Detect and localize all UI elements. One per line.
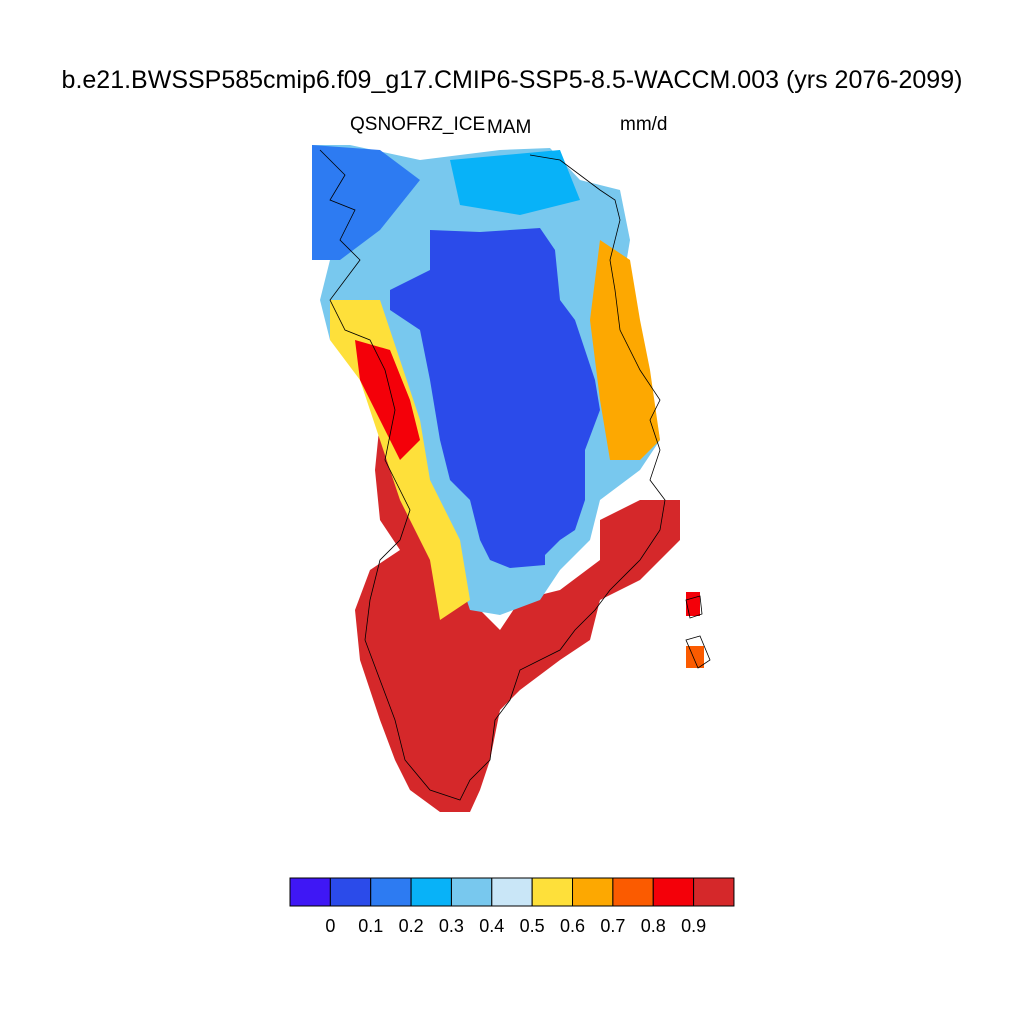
colorbar-tick-label: 0.6	[560, 916, 585, 936]
map-field-interior	[390, 228, 600, 568]
colorbar-tick-label: 0.9	[681, 916, 706, 936]
colorbar-box	[450, 877, 493, 907]
colorbar-box	[612, 877, 654, 907]
colorbar-box	[329, 877, 372, 907]
colorbar-tick-label: 0.4	[479, 916, 504, 936]
coastline	[319, 149, 711, 801]
colorbar-box	[531, 877, 574, 907]
colorbar-box	[370, 877, 412, 907]
colorbar-box	[572, 877, 614, 907]
colorbar-tick-label: 0.3	[439, 916, 464, 936]
colorbar-box	[693, 877, 735, 907]
colorbar-tick-label: 0.2	[399, 916, 424, 936]
colorbar-box	[491, 877, 533, 907]
colorbar-box	[652, 877, 695, 907]
colorbar-tick-label: 0.7	[600, 916, 625, 936]
units-label: mm/d	[620, 114, 668, 135]
variable-label: QSNOFRZ_ICE	[350, 114, 486, 135]
map-field-outer-margin	[355, 360, 680, 812]
colorbar-tick-label: 0.5	[520, 916, 545, 936]
season-label: MAM	[487, 117, 532, 138]
plot-title: b.e21.BWSSP585cmip6.f09_g17.CMIP6-SSP5-8…	[61, 66, 963, 94]
colorbar-tick-label: 0.8	[641, 916, 666, 936]
colorbar-box	[410, 877, 452, 907]
colorbar-box	[289, 877, 331, 907]
colorbar-tick-label: 0.1	[358, 916, 383, 936]
colorbar-tick-label: 0	[325, 916, 335, 936]
